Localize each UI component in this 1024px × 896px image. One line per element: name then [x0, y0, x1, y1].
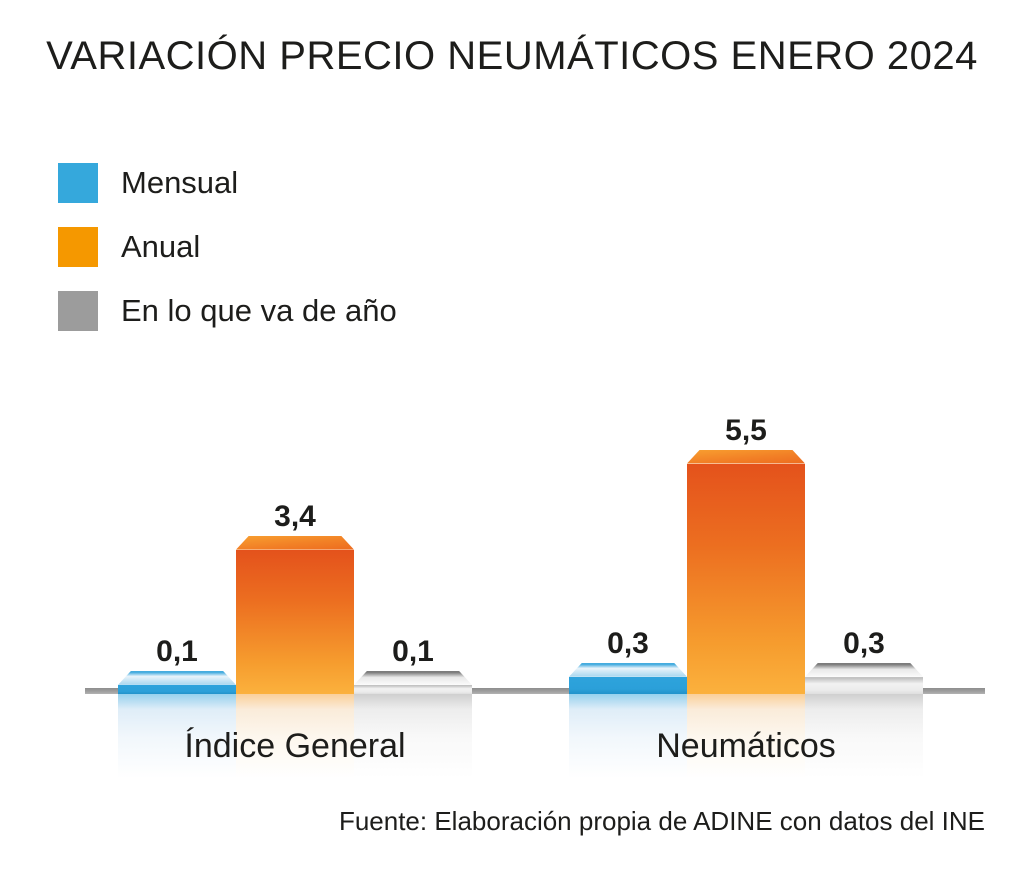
category-label-neum-ticos: Neumáticos	[656, 727, 836, 765]
legend-swatch-mensual	[58, 163, 98, 203]
bar-front-face	[236, 549, 354, 694]
legend-item-mensual: Mensual	[58, 163, 397, 203]
legend-label-en-lo-que-va-de-ano: En lo que va de año	[121, 293, 397, 328]
value-label-mensual-ndice-general: 0,1	[156, 634, 198, 668]
bar-front-face	[354, 684, 472, 694]
bar-front-face	[118, 684, 236, 694]
value-label-en-lo-que-va-de-a-o-neum-ticos: 0,3	[843, 626, 885, 660]
category-label-ndice-general: Índice General	[184, 727, 406, 765]
legend-swatch-en-lo-que-va-de-ano	[58, 291, 98, 331]
bar-reflection-en-lo-que-va-de-a-o-neum-ticos	[805, 694, 923, 790]
bar-en-lo-que-va-de-a-o-ndice-general	[354, 670, 472, 694]
value-label-anual-neum-ticos: 5,5	[725, 413, 767, 447]
bar-mensual-ndice-general	[118, 670, 236, 694]
bar-anual-ndice-general	[236, 535, 354, 694]
bar-reflection-mensual-ndice-general	[118, 694, 236, 790]
bar-en-lo-que-va-de-a-o-neum-ticos	[805, 662, 923, 694]
legend-item-anual: Anual	[58, 227, 397, 267]
bar-top-bevel	[687, 449, 805, 464]
legend-label-mensual: Mensual	[121, 165, 239, 200]
bar-reflection-anual-neum-ticos	[687, 694, 805, 790]
bar-reflection-mensual-neum-ticos	[569, 694, 687, 790]
bar-reflection-anual-ndice-general	[236, 694, 354, 790]
bar-top-bevel	[236, 535, 354, 550]
bar-top-bevel	[354, 670, 472, 685]
legend-label-anual: Anual	[121, 229, 201, 264]
legend: Mensual Anual En lo que va de año	[58, 163, 397, 331]
bar-reflection-en-lo-que-va-de-a-o-ndice-general	[354, 694, 472, 790]
bar-anual-neum-ticos	[687, 449, 805, 694]
value-label-anual-ndice-general: 3,4	[274, 499, 316, 533]
chart-title: VARIACIÓN PRECIO NEUMÁTICOS ENERO 2024	[46, 34, 978, 78]
source-note: Fuente: Elaboración propia de ADINE con …	[338, 806, 985, 836]
bar-top-bevel	[569, 662, 687, 677]
bar-front-face	[687, 463, 805, 694]
legend-swatch-anual	[58, 227, 98, 267]
bar-front-face	[569, 676, 687, 694]
legend-item-en-lo-que-va-de-ano: En lo que va de año	[58, 291, 397, 331]
value-label-mensual-neum-ticos: 0,3	[607, 626, 649, 660]
bar-front-face	[805, 676, 923, 694]
bar-top-bevel	[118, 670, 236, 685]
bar-mensual-neum-ticos	[569, 662, 687, 694]
bar-top-bevel	[805, 662, 923, 677]
x-axis-line	[85, 688, 985, 694]
value-label-en-lo-que-va-de-a-o-ndice-general: 0,1	[392, 634, 434, 668]
